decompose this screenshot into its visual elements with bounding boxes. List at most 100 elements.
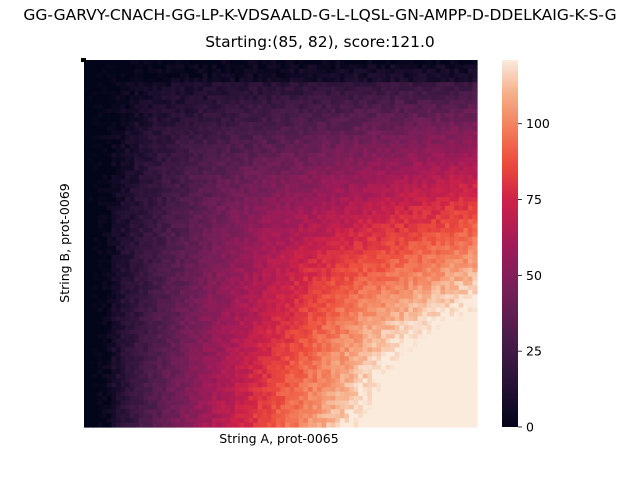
heatmap-cell — [138, 60, 145, 66]
heatmap-cell — [211, 139, 218, 145]
heatmap-cell — [431, 258, 437, 264]
heatmap-cell — [202, 73, 208, 79]
heatmap-cell — [115, 174, 122, 180]
heatmap-cell — [134, 152, 140, 158]
heatmap-cell — [381, 95, 387, 101]
heatmap-cell — [106, 113, 113, 119]
heatmap-cell — [294, 303, 300, 309]
heatmap-cell — [115, 250, 122, 256]
heatmap-cell — [253, 197, 259, 203]
heatmap-cell — [170, 157, 176, 163]
heatmap-cell — [422, 161, 428, 167]
heatmap-cell — [390, 276, 396, 282]
heatmap-cell — [417, 197, 423, 203]
heatmap-cell — [321, 148, 327, 154]
heatmap-cell — [445, 113, 451, 119]
heatmap-cell — [184, 144, 190, 150]
heatmap-cell — [394, 64, 400, 70]
heatmap-cell — [134, 174, 140, 180]
heatmap-cell — [467, 219, 474, 225]
heatmap-cell — [463, 258, 469, 264]
heatmap-cell — [330, 205, 336, 211]
heatmap-cell — [234, 289, 240, 295]
heatmap-cell — [426, 201, 432, 207]
heatmap-cell — [262, 82, 268, 88]
heatmap-cell — [435, 95, 442, 101]
heatmap-cell — [193, 228, 199, 234]
heatmap-cell — [138, 298, 145, 304]
heatmap-cell — [463, 95, 469, 101]
heatmap-cell — [463, 166, 469, 172]
heatmap-cell — [243, 285, 250, 291]
heatmap-cell — [179, 250, 186, 256]
heatmap-cell — [111, 166, 117, 172]
heatmap-cell — [193, 179, 199, 185]
heatmap-cell — [271, 174, 277, 180]
heatmap-cell — [408, 258, 414, 264]
heatmap-cell — [376, 223, 382, 229]
heatmap-cell — [303, 312, 309, 318]
heatmap-cell — [111, 298, 117, 304]
heatmap-cell — [134, 121, 140, 127]
heatmap-cell — [317, 289, 323, 295]
heatmap-cell — [166, 135, 172, 141]
heatmap-cell — [454, 232, 460, 238]
heatmap-cell — [207, 152, 213, 158]
heatmap-cell — [189, 179, 195, 185]
heatmap-cell — [344, 276, 350, 282]
heatmap-cell — [248, 272, 254, 278]
heatmap-cell — [445, 68, 451, 74]
heatmap-cell — [271, 254, 277, 260]
heatmap-cell — [111, 117, 117, 123]
heatmap-cell — [399, 281, 405, 287]
heatmap-cell — [408, 210, 414, 216]
heatmap-cell — [234, 232, 240, 238]
heatmap-cell — [413, 303, 419, 309]
heatmap-cell — [143, 152, 149, 158]
heatmap-cell — [221, 139, 227, 145]
heatmap-cell — [431, 135, 437, 141]
heatmap-cell — [371, 179, 378, 185]
heatmap-cell — [399, 205, 405, 211]
heatmap-cell — [422, 236, 428, 242]
heatmap-cell — [275, 245, 282, 251]
heatmap-cell — [275, 223, 282, 229]
heatmap-cell — [239, 214, 245, 220]
heatmap-cell — [454, 294, 460, 300]
heatmap-cell — [211, 121, 218, 127]
heatmap-cell — [184, 298, 190, 304]
heatmap-cell — [362, 289, 368, 295]
heatmap-cell — [221, 228, 227, 234]
heatmap-cell — [321, 307, 327, 313]
heatmap-cell — [129, 130, 135, 136]
heatmap-cell — [435, 99, 442, 105]
heatmap-cell — [472, 135, 478, 141]
heatmap-cell — [289, 294, 295, 300]
heatmap-cell — [449, 73, 455, 79]
heatmap-cell — [463, 148, 469, 154]
heatmap-cell — [339, 205, 346, 211]
heatmap-cell — [339, 90, 346, 96]
heatmap-cell — [303, 281, 309, 287]
heatmap-cell — [147, 205, 154, 211]
heatmap-cell — [211, 174, 218, 180]
heatmap-cell — [102, 263, 108, 269]
heatmap-cell — [335, 298, 341, 304]
heatmap-cell — [330, 86, 336, 92]
heatmap-cell — [399, 289, 405, 295]
heatmap-cell — [106, 236, 113, 242]
heatmap-cell — [84, 245, 90, 251]
heatmap-cell — [371, 214, 378, 220]
heatmap-cell — [463, 201, 469, 207]
heatmap-cell — [111, 90, 117, 96]
heatmap-cell — [463, 210, 469, 216]
heatmap-cell — [170, 263, 176, 269]
heatmap-cell — [225, 232, 231, 238]
heatmap-cell — [120, 267, 126, 273]
heatmap-cell — [88, 210, 94, 216]
heatmap-cell — [403, 121, 410, 127]
heatmap-cell — [115, 228, 122, 234]
heatmap-cell — [431, 205, 437, 211]
heatmap-cell — [454, 68, 460, 74]
heatmap-cell — [381, 170, 387, 176]
